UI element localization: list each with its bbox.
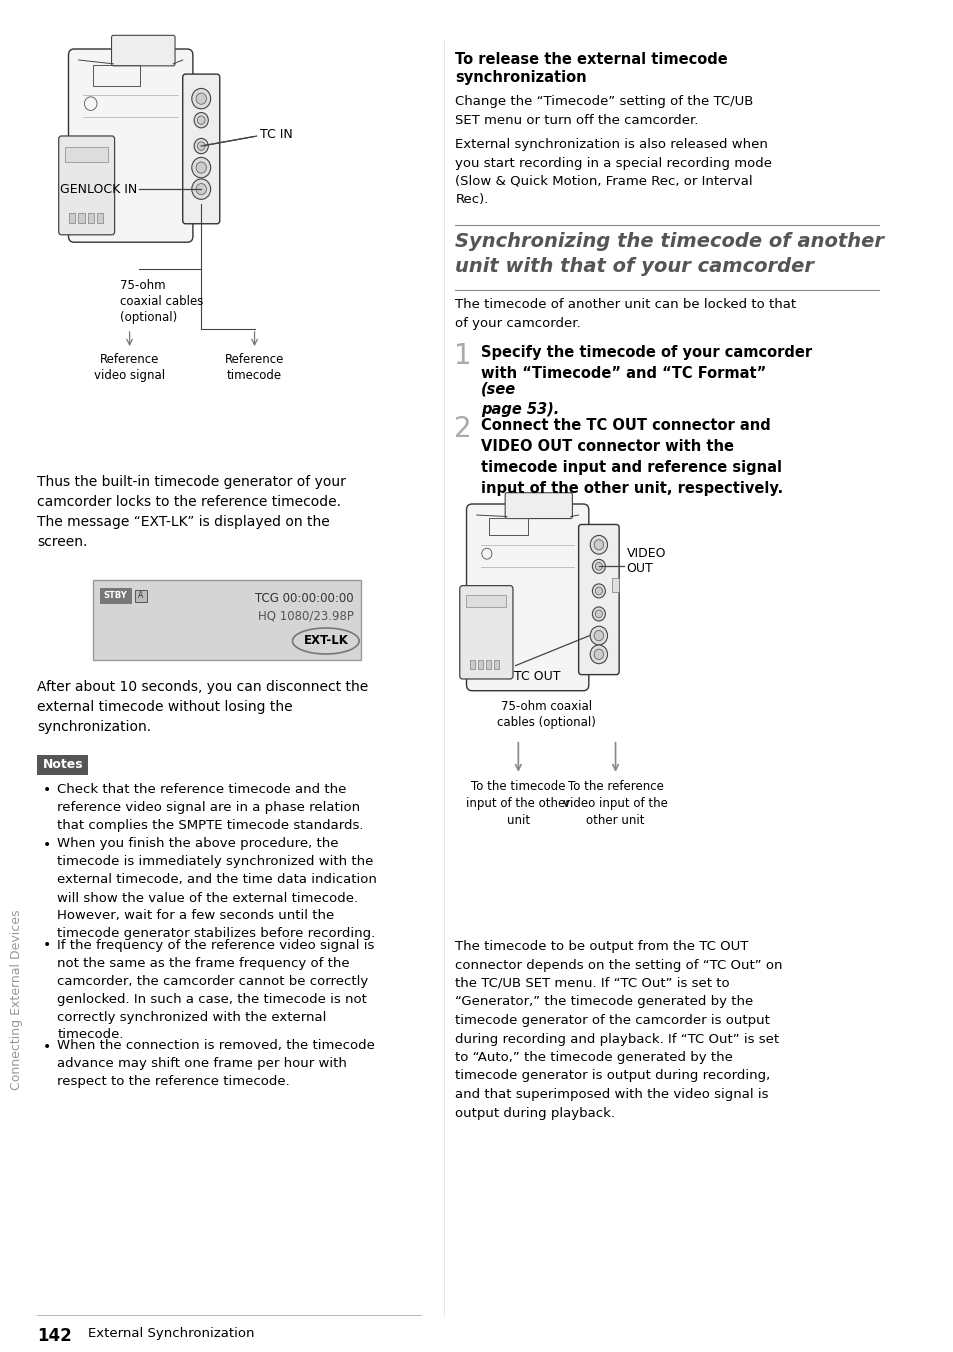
FancyBboxPatch shape xyxy=(505,492,572,519)
Text: Thus the built-in timecode generator of your
camcorder locks to the reference ti: Thus the built-in timecode generator of … xyxy=(37,475,346,549)
Text: 142: 142 xyxy=(37,1328,71,1345)
Text: To the timecode
input of the other
unit: To the timecode input of the other unit xyxy=(466,780,570,826)
Text: To the reference
video input of the
other unit: To the reference video input of the othe… xyxy=(562,780,667,826)
Circle shape xyxy=(195,184,206,195)
Text: 2: 2 xyxy=(453,415,471,443)
Bar xyxy=(88,214,94,223)
Bar xyxy=(466,595,506,607)
FancyBboxPatch shape xyxy=(69,49,193,242)
Circle shape xyxy=(192,88,211,110)
Text: Reference
video signal: Reference video signal xyxy=(94,353,165,383)
Text: When the connection is removed, the timecode
advance may shift one frame per hou: When the connection is removed, the time… xyxy=(57,1040,375,1088)
Bar xyxy=(485,660,491,669)
Text: Connecting External Devices: Connecting External Devices xyxy=(10,910,23,1090)
Text: Check that the reference timecode and the
reference video signal are in a phase : Check that the reference timecode and th… xyxy=(57,783,363,831)
Text: The timecode to be output from the TC OUT
connector depends on the setting of “T: The timecode to be output from the TC OU… xyxy=(455,940,782,1119)
Text: •: • xyxy=(43,1040,51,1053)
Text: STBY: STBY xyxy=(104,592,128,600)
Bar xyxy=(611,577,618,592)
Bar xyxy=(470,660,475,669)
Circle shape xyxy=(195,93,206,104)
Text: •: • xyxy=(43,837,51,852)
Bar xyxy=(488,518,528,535)
Bar xyxy=(135,589,147,602)
Circle shape xyxy=(592,607,605,621)
Text: Specify the timecode of your camcorder
with “Timecode” and “TC Format”: Specify the timecode of your camcorder w… xyxy=(481,345,812,381)
Text: The timecode of another unit can be locked to that
of your camcorder.: The timecode of another unit can be lock… xyxy=(455,297,796,330)
Text: Connect the TC OUT connector and
VIDEO OUT connector with the
timecode input and: Connect the TC OUT connector and VIDEO O… xyxy=(481,418,782,496)
Text: •: • xyxy=(43,783,51,796)
Text: Reference
timecode: Reference timecode xyxy=(225,353,284,383)
Text: HQ 1080/23.98P: HQ 1080/23.98P xyxy=(257,610,354,622)
Text: 75-ohm
coaxial cables
(optional): 75-ohm coaxial cables (optional) xyxy=(120,279,204,324)
Text: TCG 00:00:00:00: TCG 00:00:00:00 xyxy=(254,592,354,604)
Bar xyxy=(494,660,498,669)
Circle shape xyxy=(595,587,602,595)
FancyBboxPatch shape xyxy=(578,525,618,675)
Bar xyxy=(78,214,85,223)
Circle shape xyxy=(197,142,205,150)
Bar xyxy=(69,214,75,223)
Bar xyxy=(97,214,103,223)
Text: External Synchronization: External Synchronization xyxy=(88,1328,254,1340)
Text: External synchronization is also released when
you start recording in a special : External synchronization is also release… xyxy=(455,138,772,207)
Text: Change the “Timecode” setting of the TC/UB
SET menu or turn off the camcorder.: Change the “Timecode” setting of the TC/… xyxy=(455,95,753,127)
Bar xyxy=(92,65,140,87)
Text: •: • xyxy=(43,938,51,953)
Bar xyxy=(477,660,482,669)
Text: 75-ohm coaxial
cables (optional): 75-ohm coaxial cables (optional) xyxy=(497,700,595,729)
FancyBboxPatch shape xyxy=(466,504,588,691)
Text: EXT-LK: EXT-LK xyxy=(303,634,348,648)
Circle shape xyxy=(595,610,602,618)
Text: GENLOCK IN: GENLOCK IN xyxy=(60,183,137,196)
Circle shape xyxy=(592,560,605,573)
Text: A: A xyxy=(138,592,143,600)
Circle shape xyxy=(192,157,211,178)
Text: VIDEO
OUT: VIDEO OUT xyxy=(626,548,665,576)
Circle shape xyxy=(590,626,607,645)
Circle shape xyxy=(590,535,607,554)
Text: To release the external timecode: To release the external timecode xyxy=(455,51,727,68)
Circle shape xyxy=(594,649,603,660)
FancyBboxPatch shape xyxy=(183,74,219,223)
Text: If the frequency of the reference video signal is
not the same as the frame freq: If the frequency of the reference video … xyxy=(57,938,375,1041)
FancyBboxPatch shape xyxy=(459,585,513,679)
Text: Notes: Notes xyxy=(43,758,83,772)
Circle shape xyxy=(594,630,603,641)
Bar xyxy=(65,147,108,162)
FancyBboxPatch shape xyxy=(92,580,360,660)
Circle shape xyxy=(197,116,205,124)
Text: synchronization: synchronization xyxy=(455,70,586,85)
FancyBboxPatch shape xyxy=(112,35,174,66)
Text: TC IN: TC IN xyxy=(260,127,293,141)
Circle shape xyxy=(194,138,208,154)
Bar xyxy=(100,588,132,604)
Text: unit with that of your camcorder: unit with that of your camcorder xyxy=(455,257,814,276)
Text: (see
page 53).: (see page 53). xyxy=(481,381,559,416)
Circle shape xyxy=(192,178,211,199)
Circle shape xyxy=(592,584,605,598)
FancyBboxPatch shape xyxy=(59,137,114,235)
Circle shape xyxy=(595,562,602,571)
Circle shape xyxy=(194,112,208,128)
Circle shape xyxy=(195,162,206,173)
Text: After about 10 seconds, you can disconnect the
external timecode without losing : After about 10 seconds, you can disconne… xyxy=(37,680,368,734)
Text: When you finish the above procedure, the
timecode is immediately synchronized wi: When you finish the above procedure, the… xyxy=(57,837,376,941)
Text: Synchronizing the timecode of another: Synchronizing the timecode of another xyxy=(455,233,883,251)
Circle shape xyxy=(590,645,607,664)
Circle shape xyxy=(594,539,603,550)
Ellipse shape xyxy=(293,627,358,654)
Bar xyxy=(37,754,88,775)
Text: 1: 1 xyxy=(453,342,471,370)
Text: TC OUT: TC OUT xyxy=(513,669,559,683)
